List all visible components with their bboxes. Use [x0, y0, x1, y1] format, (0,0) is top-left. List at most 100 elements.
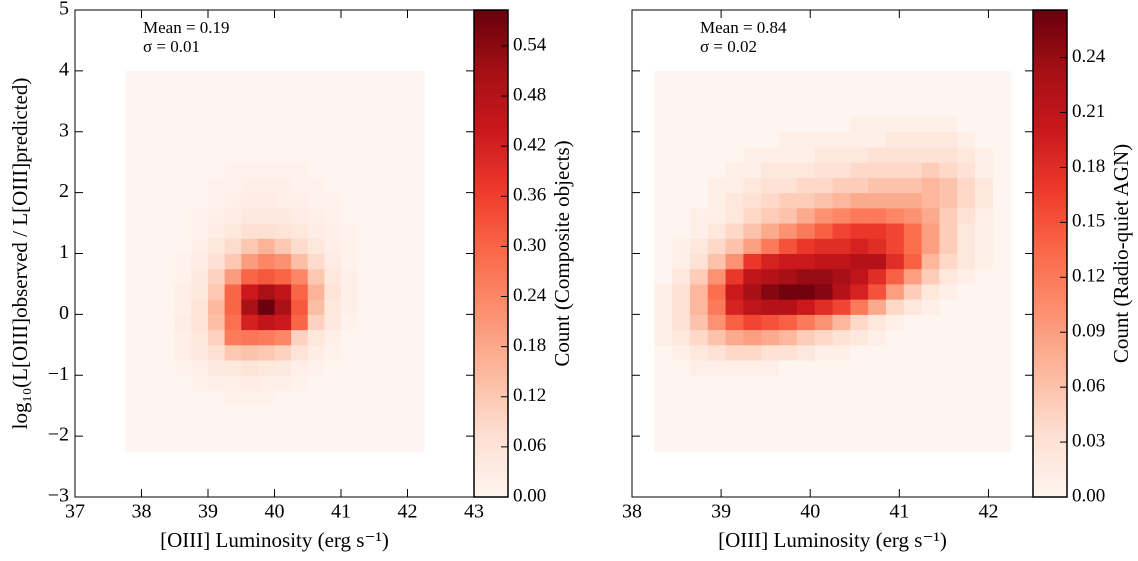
heatmap-cell	[725, 436, 744, 452]
heatmap-cell	[689, 238, 709, 254]
heatmap-cell	[779, 70, 798, 87]
heatmap-cell	[291, 223, 309, 239]
heatmap-cell	[390, 253, 408, 270]
heatmap-cell	[689, 162, 709, 178]
heatmap-cell	[158, 283, 176, 300]
heatmap-cell	[868, 70, 887, 87]
heatmap-cell	[957, 405, 976, 422]
heatmap-cell	[141, 268, 159, 285]
heatmap-cell	[274, 329, 292, 346]
heatmap-cell	[832, 192, 851, 209]
heatmap-cell	[407, 420, 425, 437]
heatmap-cell	[689, 86, 709, 102]
heatmap-cell	[224, 283, 242, 300]
heatmap-cell	[390, 329, 408, 346]
heatmap-cell	[208, 101, 226, 118]
heatmap-cell	[307, 162, 325, 178]
heatmap-cell	[357, 131, 375, 148]
heatmap-cell	[124, 420, 142, 437]
heatmap-cell	[341, 116, 359, 133]
heatmap-cell	[291, 238, 309, 254]
heatmap-cell	[939, 268, 958, 285]
heatmap-cell	[224, 329, 242, 346]
heatmap-cell	[241, 436, 259, 452]
heatmap-cell	[992, 238, 1012, 254]
heatmap-cell	[725, 162, 744, 178]
heatmap-cell	[191, 116, 209, 133]
heatmap-cell	[796, 405, 816, 422]
heatmap-cell	[885, 436, 905, 452]
heatmap-cell	[274, 436, 292, 452]
heatmap-cell	[992, 207, 1012, 224]
heatmap-cell	[141, 131, 159, 148]
heatmap-cell	[341, 329, 359, 346]
heatmap-cell	[957, 70, 976, 87]
heatmap-cell	[390, 390, 408, 407]
heatmap-cell	[374, 192, 392, 209]
heatmap-cell	[939, 192, 958, 209]
heatmap-cell	[957, 86, 976, 102]
heatmap-cell	[208, 146, 226, 163]
heatmap-cell	[357, 162, 375, 178]
heatmap-cell	[654, 223, 673, 239]
heatmap-cell	[124, 223, 142, 239]
heatmap-cell	[921, 101, 940, 118]
heatmap-cell	[957, 329, 976, 346]
heatmap-cell	[241, 299, 259, 315]
heatmap-cell	[208, 405, 226, 422]
heatmap-cell	[174, 177, 192, 194]
heatmap-cell	[689, 344, 709, 361]
heatmap-cell	[241, 162, 259, 178]
heatmap-cell	[672, 116, 691, 133]
heatmap-cell	[241, 238, 259, 254]
heatmap-cell	[224, 207, 242, 224]
heatmap-cell	[868, 86, 887, 102]
heatmap-cell	[654, 116, 673, 133]
heatmap-cell	[814, 162, 833, 178]
heatmap-cell	[307, 253, 325, 270]
heatmap-cell	[241, 283, 259, 300]
heatmap-cell	[374, 162, 392, 178]
heatmap-cell	[341, 101, 359, 118]
heatmap-cell	[689, 375, 709, 391]
heatmap-cell	[725, 329, 744, 346]
heatmap-cell	[885, 375, 905, 391]
heatmap-cell	[975, 131, 994, 148]
heatmap-cell	[975, 162, 994, 178]
heatmap-cell	[291, 390, 309, 407]
heatmap-cell	[341, 146, 359, 163]
heatmap-cell	[274, 283, 292, 300]
heatmap-cell	[257, 70, 275, 87]
heatmap-cell	[291, 329, 309, 346]
heatmap-cell	[141, 86, 159, 102]
heatmap-cell	[796, 192, 816, 209]
heatmap-cell	[725, 253, 744, 270]
heatmap-cell	[208, 375, 226, 391]
heatmap-cell	[374, 238, 392, 254]
heatmap-cell	[307, 70, 325, 87]
heatmap-cell	[992, 86, 1012, 102]
heatmap-cell	[992, 101, 1012, 118]
heatmap-cell	[191, 86, 209, 102]
heatmap-cell	[158, 299, 176, 315]
heatmap-cell	[174, 70, 192, 87]
heatmap-cell	[672, 314, 691, 331]
heatmap-cell	[796, 253, 816, 270]
heatmap-cell	[939, 420, 958, 437]
heatmap-cell	[257, 360, 275, 376]
heatmap-cell	[779, 299, 798, 315]
heatmap-cell	[796, 344, 816, 361]
heatmap-cell	[208, 86, 226, 102]
heatmap-cell	[672, 436, 691, 452]
heatmap-cell	[975, 405, 994, 422]
heatmap-cell	[921, 420, 940, 437]
heatmap-cell	[241, 177, 259, 194]
heatmap-cell	[850, 70, 869, 87]
heatmap-cell	[672, 283, 691, 300]
heatmap-cell	[885, 101, 905, 118]
heatmap-cell	[779, 329, 798, 346]
heatmap-cell	[257, 162, 275, 178]
heatmap-cell	[241, 420, 259, 437]
heatmap-cell	[868, 101, 887, 118]
heatmap-cell	[374, 86, 392, 102]
